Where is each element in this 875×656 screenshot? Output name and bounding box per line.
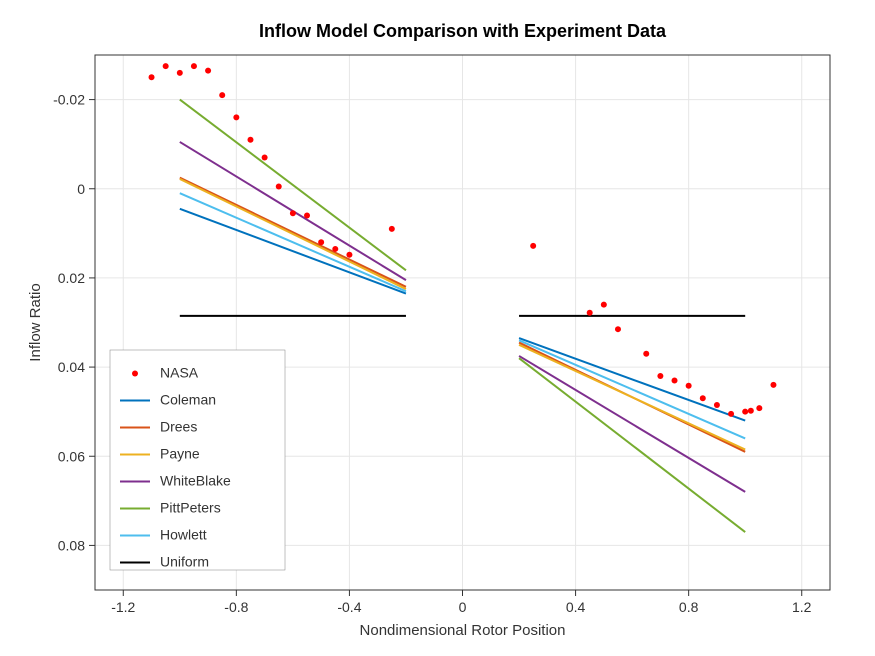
xtick-label: -0.4 xyxy=(337,599,361,615)
nasa-point xyxy=(601,302,607,308)
x-axis-label: Nondimensional Rotor Position xyxy=(360,622,566,639)
nasa-point xyxy=(332,246,338,252)
xtick-label: -1.2 xyxy=(111,599,135,615)
nasa-point xyxy=(290,210,296,216)
nasa-point xyxy=(643,351,649,357)
ytick-label: 0.02 xyxy=(58,270,85,286)
ytick-label: 0.08 xyxy=(58,537,85,553)
nasa-point xyxy=(587,310,593,316)
nasa-point xyxy=(205,68,211,74)
nasa-point xyxy=(233,114,239,120)
xtick-label: 0.8 xyxy=(679,599,699,615)
nasa-point xyxy=(748,408,754,414)
ytick-label: 0 xyxy=(77,181,85,197)
xtick-label: 0.4 xyxy=(566,599,586,615)
nasa-point xyxy=(219,92,225,98)
legend-label: Uniform xyxy=(160,554,209,570)
nasa-point xyxy=(163,63,169,69)
nasa-point xyxy=(304,213,310,219)
nasa-point xyxy=(714,402,720,408)
nasa-point xyxy=(262,155,268,161)
nasa-point xyxy=(742,409,748,415)
y-axis-label: Inflow Ratio xyxy=(27,283,44,361)
legend-label: Coleman xyxy=(160,392,216,408)
nasa-point xyxy=(389,226,395,232)
chart-svg: -1.2 -0.8 -0.4 0 0.4 0.8 1.2 -0.02 0 0.02 0.04 0.06… xyxy=(0,0,875,656)
nasa-point xyxy=(672,377,678,383)
legend-label: Howlett xyxy=(160,527,207,543)
nasa-point xyxy=(700,395,706,401)
nasa-point xyxy=(191,63,197,69)
nasa-point xyxy=(247,137,253,143)
nasa-point xyxy=(346,252,352,258)
legend-swatch-marker xyxy=(132,371,138,377)
legend-label: Payne xyxy=(160,446,200,462)
nasa-point xyxy=(615,326,621,332)
legend-label: PittPeters xyxy=(160,500,221,516)
chart-title: Inflow Model Comparison with Experiment … xyxy=(259,21,667,41)
nasa-point xyxy=(770,382,776,388)
ytick-label: -0.02 xyxy=(53,92,85,108)
nasa-point xyxy=(728,411,734,417)
nasa-point xyxy=(686,383,692,389)
xtick-label: -0.8 xyxy=(224,599,248,615)
nasa-point xyxy=(756,405,762,411)
nasa-point xyxy=(276,184,282,190)
legend-label: NASA xyxy=(160,365,199,381)
xtick-label: 0 xyxy=(459,599,467,615)
nasa-point xyxy=(149,74,155,80)
nasa-point xyxy=(657,373,663,379)
nasa-point xyxy=(530,243,536,249)
ytick-label: 0.06 xyxy=(58,448,85,464)
legend-label: Drees xyxy=(160,419,197,435)
xtick-label: 1.2 xyxy=(792,599,812,615)
nasa-point xyxy=(318,239,324,245)
ytick-label: 0.04 xyxy=(58,359,85,375)
chart-container: -1.2 -0.8 -0.4 0 0.4 0.8 1.2 -0.02 0 0.02 0.04 0.06… xyxy=(0,0,875,656)
legend-label: WhiteBlake xyxy=(160,473,231,489)
nasa-point xyxy=(177,70,183,76)
